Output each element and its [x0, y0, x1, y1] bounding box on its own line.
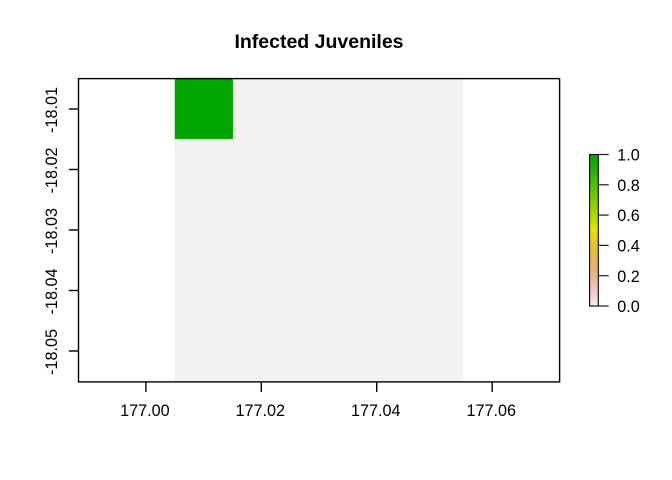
- svg-text:-18.05: -18.05: [43, 329, 61, 375]
- svg-text:0.0: 0.0: [617, 298, 640, 316]
- svg-text:-18.03: -18.03: [43, 208, 61, 254]
- svg-text:177.00: 177.00: [120, 402, 170, 420]
- svg-text:-18.02: -18.02: [43, 148, 61, 194]
- svg-text:0.6: 0.6: [617, 207, 640, 225]
- svg-text:-18.01: -18.01: [43, 87, 61, 133]
- svg-text:0.4: 0.4: [617, 238, 640, 256]
- svg-text:0.8: 0.8: [617, 177, 640, 195]
- svg-text:1.0: 1.0: [617, 147, 640, 165]
- svg-text:177.06: 177.06: [466, 402, 516, 420]
- svg-text:177.02: 177.02: [236, 402, 286, 420]
- svg-text:0.2: 0.2: [617, 268, 640, 286]
- svg-text:177.04: 177.04: [351, 402, 401, 420]
- svg-text:-18.04: -18.04: [43, 269, 61, 315]
- svg-text:Infected Juveniles: Infected Juveniles: [234, 31, 403, 53]
